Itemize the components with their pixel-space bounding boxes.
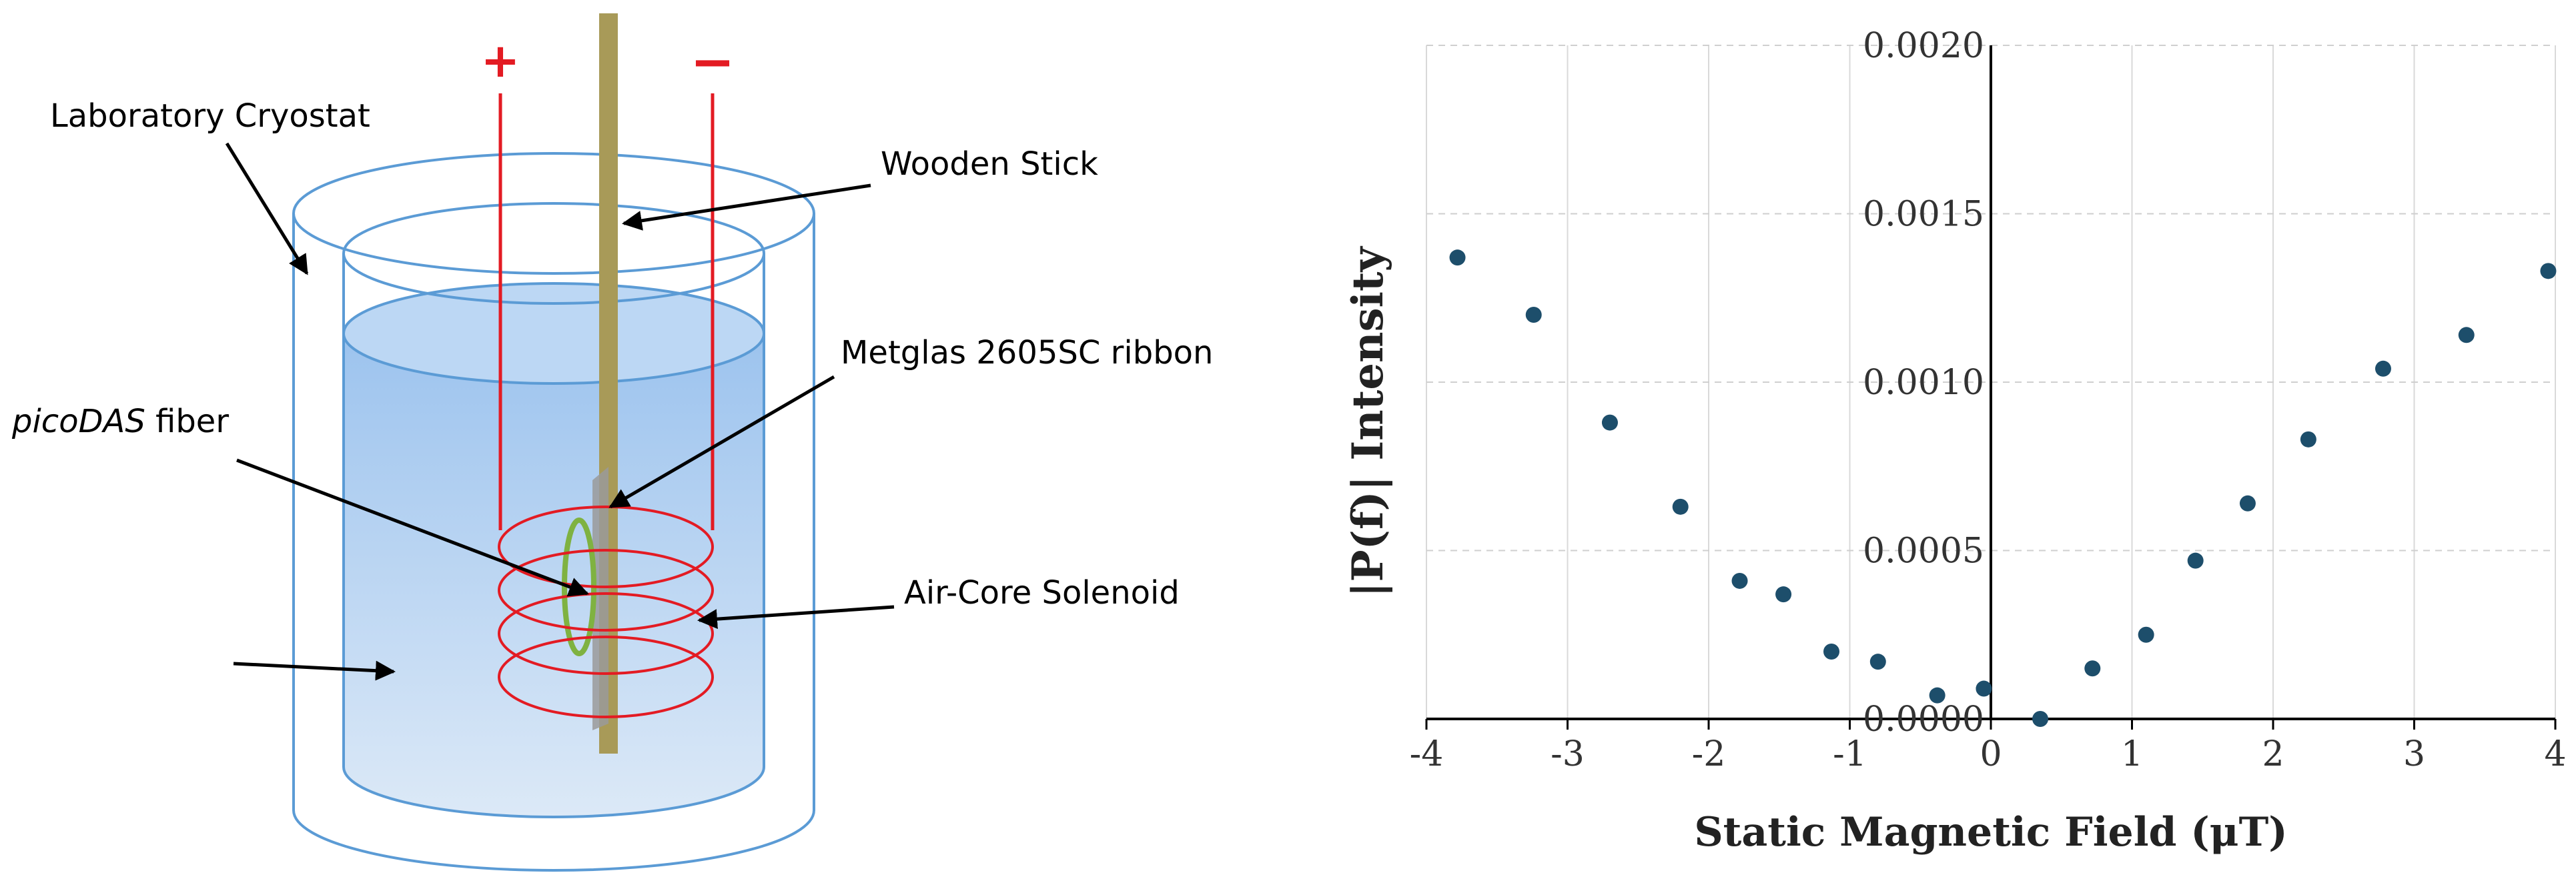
data-point: [1731, 572, 1748, 589]
label-metglas-ribbon: Metglas 2605SC ribbon: [841, 334, 1213, 371]
data-point: [1823, 644, 1840, 660]
data-point: [2032, 711, 2049, 727]
arrow-picodas-fiber: [236, 458, 589, 597]
data-point: [2187, 552, 2204, 569]
x-tick-label: 2: [2262, 734, 2284, 774]
arrow-wooden-stick: [622, 183, 871, 231]
data-point: [1672, 498, 1689, 515]
data-point: [2239, 495, 2256, 512]
x-axis-title: Static Magnetic Field (μT): [1694, 809, 2287, 856]
x-tick-label: -1: [1833, 734, 1867, 774]
data-point: [1525, 307, 1542, 323]
data-point: [1775, 586, 1792, 603]
x-tick-label: 4: [2544, 734, 2566, 774]
arrow-cryostat: [225, 142, 309, 275]
label-wooden-stick: Wooden Stick: [881, 145, 1098, 183]
data-point: [1929, 687, 1946, 704]
y-tick-label: 0.0020: [1863, 26, 1984, 66]
chart-tick-labels: -4 -3 -2 -1 0 1 2 3 4 0.0000 0.0005 0.0010 0.0015 0.0…: [1410, 26, 2567, 774]
data-point: [2375, 360, 2391, 377]
x-tick-label: 0: [1980, 734, 2002, 774]
data-point: [2084, 660, 2101, 677]
x-tick-label: -4: [1410, 734, 1444, 774]
x-tick-label: 3: [2403, 734, 2425, 774]
data-point: [2458, 327, 2475, 343]
arrow-liquid: [233, 660, 396, 681]
label-picodas-fiber: picoDAS fiber: [11, 403, 229, 440]
cryostat-outer-vessel: [292, 152, 815, 872]
label-picodas-italic: picoDAS: [11, 403, 145, 440]
y-tick-label: 0.0000: [1863, 700, 1984, 740]
x-tick-label: -2: [1692, 734, 1726, 774]
solenoid-wires: [498, 93, 715, 530]
liquid-body: [342, 282, 765, 818]
minus-terminal-sign: −: [690, 31, 735, 93]
diagram-arrows: [225, 142, 895, 681]
plus-terminal-sign: +: [481, 33, 520, 88]
label-fiber-rest: fiber: [145, 403, 229, 440]
data-point: [1449, 249, 1466, 266]
arrow-solenoid: [697, 605, 895, 630]
data-point: [1601, 414, 1618, 431]
data-point: [2540, 263, 2557, 279]
x-tick-label: -3: [1551, 734, 1585, 774]
y-axis-title: |P(f)| Intensity: [1343, 245, 1393, 597]
chart-axes: [1425, 45, 2557, 730]
scatter-chart: -4 -3 -2 -1 0 1 2 3 4 0.0000 0.0005 0.0010 0.0015 0.0…: [1343, 26, 2567, 856]
chart-data-points: [1449, 249, 2557, 727]
cryostat-inner-vessel: [342, 202, 765, 767]
y-tick-label: 0.0005: [1863, 532, 1984, 572]
arrow-metglas-ribbon: [608, 375, 835, 509]
solenoid-coils: [498, 506, 714, 718]
label-laboratory-cryostat: Laboratory Cryostat: [50, 97, 370, 135]
data-point: [1976, 680, 1992, 697]
x-tick-label: 1: [2121, 734, 2143, 774]
data-point: [2300, 431, 2316, 448]
data-point: [2138, 626, 2154, 643]
y-tick-label: 0.0015: [1863, 195, 1984, 235]
data-point: [1869, 654, 1886, 670]
apparatus-diagram: + − Laboratory Cryostat Wooden Stick Met…: [11, 13, 1213, 872]
y-tick-label: 0.0010: [1863, 363, 1984, 403]
label-air-core-solenoid: Air-Core Solenoid: [904, 574, 1180, 612]
